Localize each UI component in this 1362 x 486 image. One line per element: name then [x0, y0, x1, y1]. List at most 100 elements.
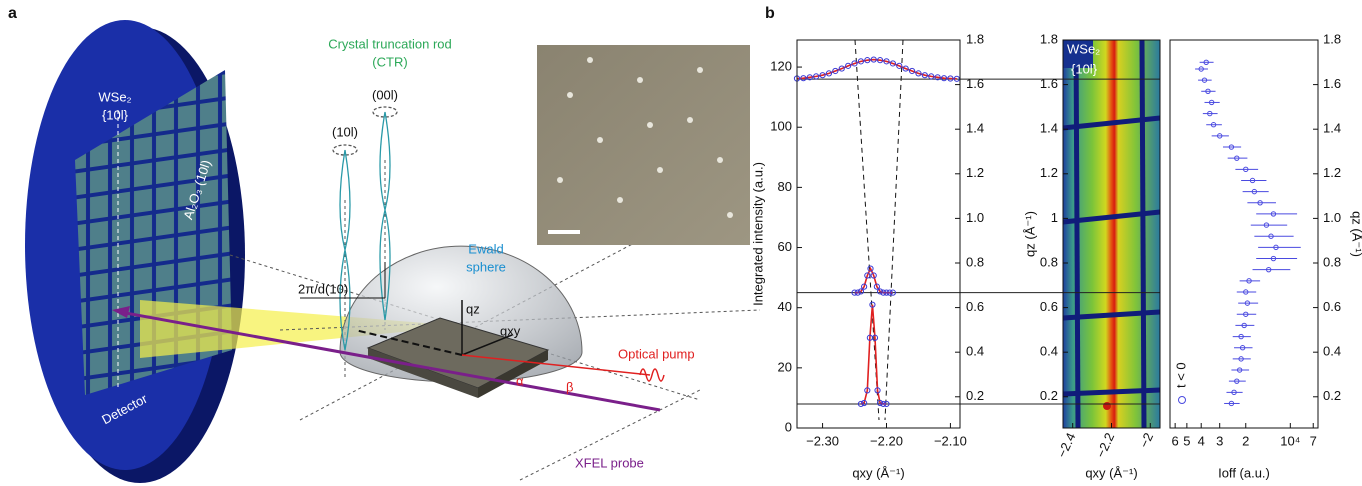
- y2-tick-label: 1.8: [966, 31, 984, 46]
- y-tick-label: 60: [778, 239, 792, 254]
- data-point: [857, 58, 865, 65]
- data-point: [953, 75, 960, 82]
- data-point: [908, 67, 916, 75]
- data-point: [902, 65, 909, 72]
- reciprocal-label: 2π/d(10): [298, 281, 348, 296]
- y-tick-label: 0.2: [1040, 388, 1058, 403]
- y2-tick-label: 0.2: [966, 388, 984, 403]
- data-point: [876, 57, 884, 64]
- data-point: [1228, 400, 1235, 407]
- y-tick-label: 100: [770, 119, 792, 134]
- data-point: [819, 72, 826, 79]
- plot-frame: [1169, 39, 1319, 429]
- data-point: [883, 58, 890, 65]
- ewald-label: Ewald: [468, 241, 503, 256]
- y-tick-label: 0.4: [1323, 344, 1341, 359]
- data-point: [934, 74, 941, 81]
- data-point: [1244, 300, 1251, 306]
- y-tick-label: 1: [1051, 210, 1058, 225]
- diffracted-beam: [140, 300, 462, 358]
- y-tick-label: 120: [770, 59, 792, 74]
- data-point: [1268, 233, 1274, 239]
- ctr-title: Crystal truncation rod: [328, 36, 452, 51]
- y-tick-label: 1.6: [1323, 76, 1341, 91]
- data-point: [880, 400, 887, 408]
- data-point: [883, 289, 890, 296]
- x-tick-label: −2.4: [1054, 430, 1078, 460]
- panel-label: b: [765, 5, 775, 22]
- data-point: [864, 387, 871, 394]
- data-point: [1243, 311, 1249, 317]
- data-point: [857, 400, 865, 408]
- y2-tick-label: 1.4: [966, 121, 984, 136]
- data-point: [1216, 133, 1223, 139]
- ewald-label: sphere: [466, 259, 506, 274]
- y-axis-label: Integrated intensity (a.u.): [750, 162, 765, 306]
- inset-photo: [537, 45, 750, 245]
- data-point: [1246, 278, 1252, 284]
- y-tick-label: 1.6: [1040, 76, 1058, 91]
- data-point: [886, 289, 893, 296]
- probe-beam: [119, 310, 661, 412]
- heatmap-image: [1062, 39, 1161, 429]
- panel-a-drawing: [25, 20, 761, 483]
- axis-label: qz: [466, 301, 480, 316]
- data-point: [800, 75, 807, 82]
- data-point: [861, 283, 868, 290]
- data-point: [889, 289, 896, 296]
- data-point: [873, 283, 881, 290]
- x-tick-label: −2.10: [934, 433, 967, 448]
- fit-line: [860, 304, 887, 405]
- data-point: [1257, 200, 1263, 206]
- y-tick-label: 0.2: [1323, 388, 1341, 403]
- legend-marker: [1178, 396, 1186, 404]
- annotation: WSe₂: [1067, 41, 1100, 56]
- data-point: [1243, 289, 1249, 295]
- data-point: [1243, 166, 1249, 173]
- data-point: [1238, 356, 1244, 362]
- data-point: [864, 272, 871, 279]
- y2-tick-label: 0.6: [966, 299, 984, 314]
- x-tick-label: −2.30: [806, 433, 839, 448]
- data-point: [1234, 155, 1240, 161]
- data-point: [871, 334, 879, 341]
- y-tick-label: 1.8: [1323, 31, 1341, 46]
- detector-label: WSe₂: [98, 89, 131, 104]
- x-tick-label: −2.20: [870, 433, 903, 448]
- y-tick-label: 1.2: [1323, 165, 1341, 180]
- data-point: [880, 289, 887, 296]
- data-point: [832, 67, 839, 75]
- data-point: [1228, 144, 1235, 150]
- data-point: [1265, 266, 1272, 273]
- data-point: [870, 272, 877, 279]
- data-point: [1205, 88, 1211, 94]
- data-point: [874, 387, 881, 394]
- data-point: [857, 288, 865, 295]
- plot-frame: [1062, 39, 1161, 429]
- x-axis-label: Ioff (a.u.): [1218, 465, 1270, 480]
- x-tick-label: 2: [1242, 433, 1249, 448]
- data-point: [896, 62, 903, 69]
- data-point: [928, 73, 935, 80]
- fit-line: [796, 58, 957, 80]
- axis-label: qxy: [500, 323, 521, 338]
- rods: [332, 106, 398, 351]
- data-point: [1239, 345, 1246, 351]
- data-point: [889, 60, 896, 67]
- x-axis-label: qxy (Å⁻¹): [1085, 465, 1137, 480]
- data-point: [867, 265, 874, 272]
- data-point: [883, 400, 890, 408]
- angle-label: β: [566, 379, 573, 394]
- rod-label: (10l): [332, 124, 358, 139]
- data-point: [851, 289, 858, 296]
- y2-tick-label: 0.8: [966, 254, 984, 269]
- data-point: [813, 73, 820, 80]
- y-tick-label: 20: [778, 359, 792, 374]
- x-tick-label: 3: [1216, 433, 1223, 448]
- y-tick-label: 1.4: [1040, 121, 1058, 136]
- y-tick-label: 1.0: [1323, 210, 1341, 225]
- guide-dashes: [854, 39, 904, 421]
- data-point: [806, 74, 813, 81]
- data-point: [869, 301, 876, 308]
